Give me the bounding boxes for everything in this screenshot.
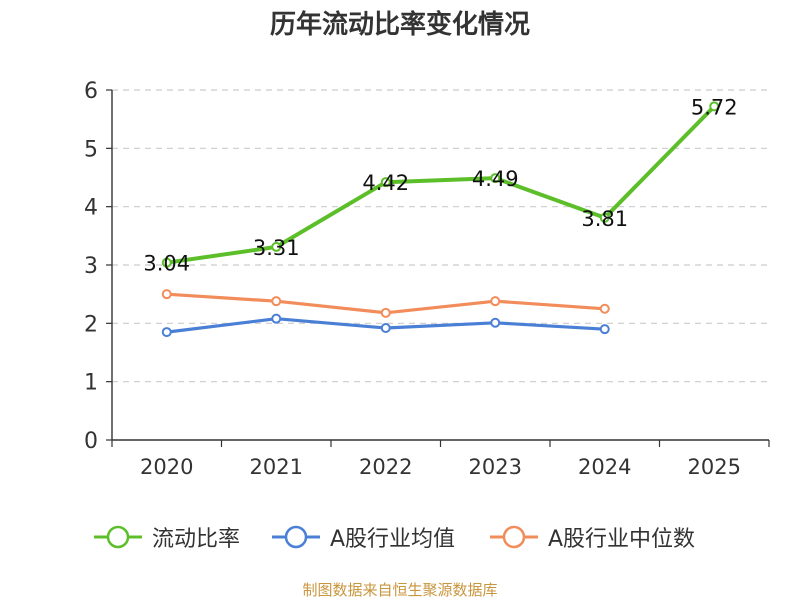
legend-swatch bbox=[94, 525, 142, 549]
legend-label: 流动比率 bbox=[152, 527, 241, 552]
data-point bbox=[599, 303, 610, 314]
data-point bbox=[490, 173, 501, 184]
legend-swatch bbox=[272, 525, 320, 549]
y-tick-label: 6 bbox=[84, 79, 98, 104]
data-point bbox=[599, 212, 610, 223]
data-label: 3.31 bbox=[253, 236, 300, 260]
x-tick-label: 2025 bbox=[688, 455, 741, 479]
data-point bbox=[271, 296, 282, 307]
data-point bbox=[380, 307, 391, 318]
y-tick-label: 3 bbox=[84, 254, 98, 279]
data-point bbox=[709, 101, 720, 112]
x-tick-label: 2020 bbox=[140, 455, 193, 479]
data-point bbox=[161, 289, 172, 300]
legend-item[interactable]: 流动比率 bbox=[92, 519, 240, 555]
legend: 流动比率 A股行业均值 A股行业中位数 bbox=[0, 519, 800, 555]
source-note: 制图数据来自恒生聚源数据库 bbox=[302, 581, 498, 599]
series-line bbox=[166, 104, 716, 265]
x-tick-label: 2022 bbox=[359, 455, 412, 479]
legend-marker bbox=[106, 525, 130, 549]
data-point bbox=[271, 313, 282, 324]
data-label: 5.72 bbox=[691, 95, 738, 119]
data-label: 3.04 bbox=[143, 252, 190, 276]
legend-label: A股行业中位数 bbox=[548, 527, 696, 552]
legend-item[interactable]: A股行业中位数 bbox=[488, 519, 695, 555]
legend-marker bbox=[502, 525, 526, 549]
data-point bbox=[599, 324, 610, 335]
y-tick-label: 4 bbox=[84, 196, 98, 221]
legend-label: A股行业均值 bbox=[330, 527, 456, 552]
data-point bbox=[490, 296, 501, 307]
data-point bbox=[271, 241, 282, 252]
y-tick-label: 1 bbox=[84, 371, 98, 396]
x-tick-label: 2021 bbox=[250, 455, 303, 479]
legend-swatch bbox=[490, 525, 538, 549]
data-point bbox=[380, 323, 391, 333]
legend-marker bbox=[284, 525, 308, 549]
data-point bbox=[161, 327, 172, 338]
legend-item[interactable]: A股行业均值 bbox=[270, 519, 455, 555]
y-tick-label: 0 bbox=[84, 429, 98, 454]
x-tick-label: 2024 bbox=[578, 455, 631, 479]
data-label: 4.42 bbox=[362, 171, 409, 195]
data-label: 3.81 bbox=[581, 207, 628, 231]
data-point bbox=[380, 177, 391, 188]
data-point bbox=[161, 257, 172, 268]
y-tick-label: 5 bbox=[84, 137, 98, 162]
x-tick-label: 2023 bbox=[469, 455, 522, 479]
y-tick-label: 2 bbox=[84, 312, 98, 337]
data-point bbox=[490, 317, 501, 328]
data-label: 4.49 bbox=[472, 167, 519, 191]
chart-title: 历年流动比率变化情况 bbox=[269, 10, 530, 40]
